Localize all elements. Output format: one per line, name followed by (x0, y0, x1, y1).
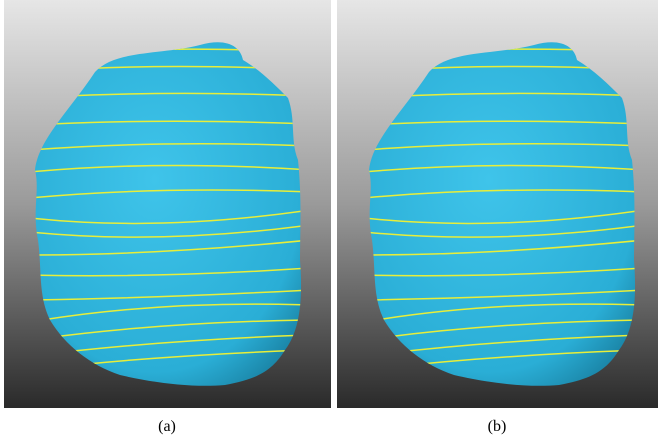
panel-caption: (b) (467, 418, 527, 436)
figure-panels (0, 0, 661, 410)
figure: (a) (b) (0, 0, 661, 445)
panel-caption: (a) (137, 418, 197, 436)
